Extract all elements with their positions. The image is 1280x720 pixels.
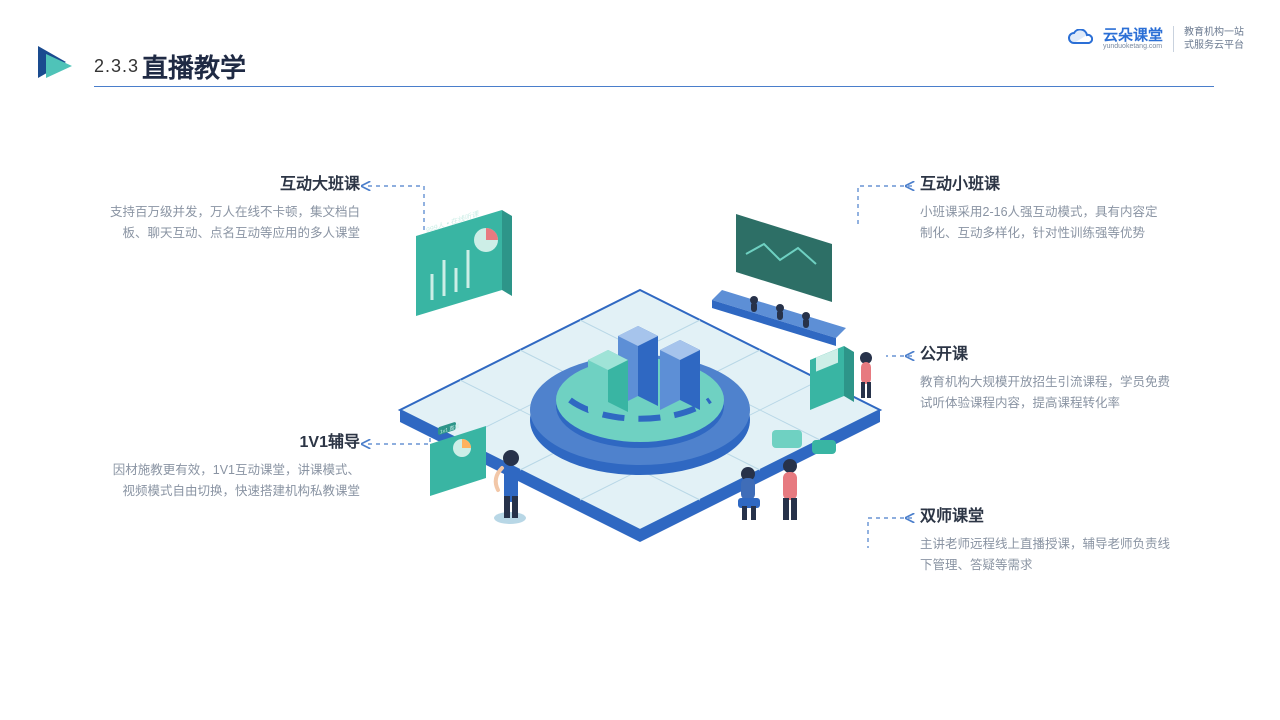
- section-number: 2.3.3: [94, 56, 139, 77]
- feature-desc: 支持百万级并发，万人在线不卡顿，集文档白板、聊天互动、点名互动等应用的多人课堂: [110, 202, 360, 245]
- feature-dual-teacher: 双师课堂 主讲老师远程线上直播授课，辅导老师负责线下管理、答疑等需求: [920, 502, 1170, 577]
- brand-tagline: 教育机构一站 式服务云平台: [1173, 26, 1244, 52]
- feature-desc: 小班课采用2-16人强互动模式，具有内容定制化、互动多样化，针对性训练强等优势: [920, 202, 1170, 245]
- feature-heading: 互动小班课: [920, 170, 1170, 194]
- feature-large-class: 互动大班课 支持百万级并发，万人在线不卡顿，集文档白板、聊天互动、点名互动等应用…: [110, 170, 360, 245]
- feature-heading: 1V1辅导: [110, 428, 360, 452]
- brand-domain: yunduoketang.com: [1103, 43, 1163, 50]
- page-title: 直播教学: [142, 48, 246, 85]
- brand-name: 云朵课堂: [1103, 28, 1163, 43]
- center-illustration: 999人 • 在线听课 1v1 直播: [380, 170, 900, 590]
- brand-logo: 云朵课堂 yunduoketang.com 教育机构一站 式服务云平台: [1067, 26, 1244, 52]
- title-underline: [94, 86, 1214, 87]
- feature-1v1: 1V1辅导 因材施教更有效，1V1互动课堂，讲课模式、视频模式自由切换，快速搭建…: [110, 428, 360, 503]
- feature-open-class: 公开课 教育机构大规模开放招生引流课程，学员免费试听体验课程内容，提高课程转化率: [920, 340, 1170, 415]
- feature-heading: 公开课: [920, 340, 1170, 364]
- play-icon: [32, 40, 76, 89]
- feature-desc: 教育机构大规模开放招生引流课程，学员免费试听体验课程内容，提高课程转化率: [920, 372, 1170, 415]
- feature-heading: 双师课堂: [920, 502, 1170, 526]
- feature-small-class: 互动小班课 小班课采用2-16人强互动模式，具有内容定制化、互动多样化，针对性训…: [920, 170, 1170, 245]
- feature-heading: 互动大班课: [110, 170, 360, 194]
- cloud-icon: [1067, 29, 1093, 49]
- feature-desc: 主讲老师远程线上直播授课，辅导老师负责线下管理、答疑等需求: [920, 534, 1170, 577]
- feature-desc: 因材施教更有效，1V1互动课堂，讲课模式、视频模式自由切换，快速搭建机构私教课堂: [110, 460, 360, 503]
